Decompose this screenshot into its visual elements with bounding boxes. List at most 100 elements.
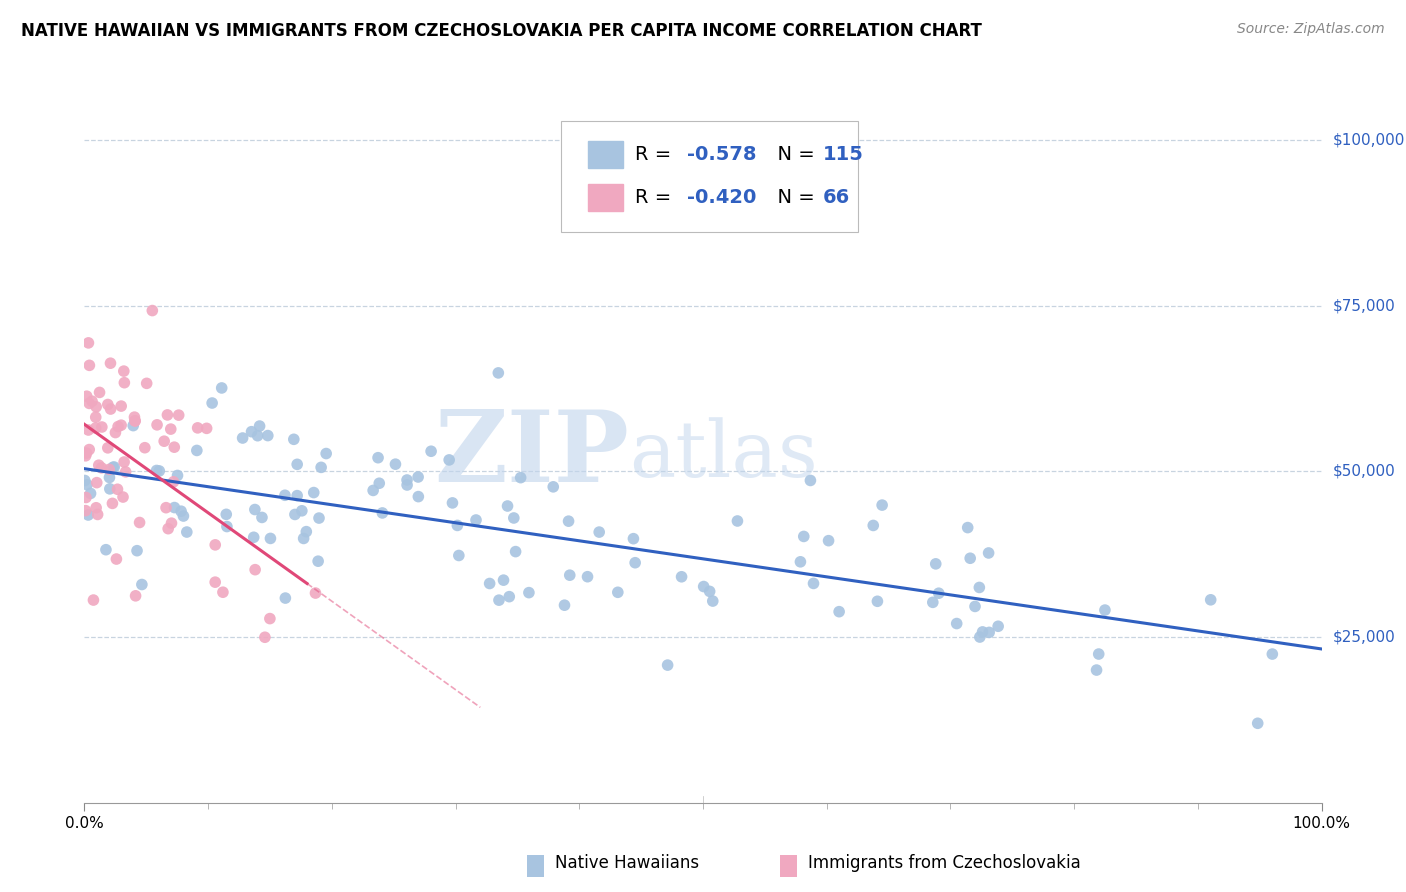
- Point: [90, 460, 112, 475]
- Point: [817, 533, 839, 548]
- Point: [100, 356, 122, 370]
- Point: [553, 598, 575, 612]
- Bar: [588, 185, 623, 211]
- Point: [75, 491, 97, 505]
- Point: [155, 500, 177, 515]
- Point: [75, 503, 97, 517]
- Point: [956, 520, 979, 534]
- Point: [124, 414, 146, 428]
- Point: [307, 554, 329, 568]
- Point: [969, 581, 991, 595]
- Point: [828, 605, 851, 619]
- Point: [79, 486, 101, 500]
- Point: [285, 458, 308, 472]
- Point: [488, 593, 510, 607]
- Point: [107, 483, 129, 497]
- Point: [395, 473, 418, 487]
- Point: [98, 462, 121, 476]
- Point: [89, 385, 111, 400]
- Point: [163, 440, 186, 454]
- Point: [492, 573, 515, 587]
- Point: [486, 366, 509, 380]
- Point: [304, 586, 326, 600]
- Point: [163, 500, 186, 515]
- Text: N =: N =: [765, 145, 821, 164]
- Point: [588, 525, 610, 540]
- Point: [170, 504, 193, 518]
- Point: [259, 532, 281, 546]
- Point: [274, 591, 297, 605]
- Point: [87, 458, 110, 473]
- Point: [159, 422, 181, 436]
- Point: [77, 335, 100, 350]
- Point: [928, 586, 950, 600]
- Point: [502, 511, 524, 525]
- Point: [86, 508, 108, 522]
- Point: [505, 544, 527, 558]
- Point: [204, 538, 226, 552]
- Point: [86, 475, 108, 490]
- Text: $75,000: $75,000: [1333, 298, 1396, 313]
- Point: [186, 443, 208, 458]
- Point: [977, 546, 1000, 560]
- Point: [1085, 663, 1108, 677]
- Point: [156, 408, 179, 422]
- Point: [124, 410, 146, 425]
- Point: [576, 570, 599, 584]
- Point: [105, 552, 128, 566]
- Point: [256, 428, 278, 442]
- Point: [517, 585, 540, 599]
- Point: [384, 457, 406, 471]
- Point: [361, 483, 384, 498]
- Point: [243, 502, 266, 516]
- Point: [160, 516, 183, 531]
- Point: [979, 625, 1001, 640]
- Point: [104, 425, 127, 440]
- Text: N =: N =: [765, 188, 821, 207]
- Point: [201, 396, 224, 410]
- Point: [146, 417, 169, 432]
- Point: [84, 410, 107, 425]
- Point: [249, 419, 271, 434]
- Text: R =: R =: [636, 145, 678, 164]
- Point: [959, 551, 981, 566]
- Point: [97, 397, 120, 411]
- FancyBboxPatch shape: [561, 121, 858, 232]
- Text: R =: R =: [636, 188, 678, 207]
- Point: [124, 414, 146, 428]
- Text: Source: ZipAtlas.com: Source: ZipAtlas.com: [1237, 22, 1385, 37]
- Point: [215, 508, 238, 522]
- Point: [76, 477, 98, 491]
- Point: [657, 658, 679, 673]
- Point: [75, 449, 97, 463]
- Point: [122, 418, 145, 433]
- Point: [101, 460, 124, 475]
- Point: [789, 555, 811, 569]
- Point: [162, 475, 184, 489]
- Point: [215, 519, 238, 533]
- Point: [84, 500, 107, 515]
- Point: [692, 580, 714, 594]
- Text: NATIVE HAWAIIAN VS IMMIGRANTS FROM CZECHOSLOVAKIA PER CAPITA INCOME CORRELATION : NATIVE HAWAIIAN VS IMMIGRANTS FROM CZECH…: [21, 22, 981, 40]
- Point: [308, 511, 330, 525]
- Point: [406, 470, 429, 484]
- Point: [114, 465, 136, 479]
- Text: -0.578: -0.578: [688, 145, 756, 164]
- Point: [166, 468, 188, 483]
- Point: [98, 482, 121, 496]
- Point: [557, 514, 579, 528]
- Point: [309, 460, 332, 475]
- Point: [541, 480, 564, 494]
- Point: [367, 450, 389, 465]
- Point: [1087, 647, 1109, 661]
- Point: [204, 575, 226, 590]
- Point: [870, 498, 893, 512]
- Point: [1247, 716, 1270, 731]
- Point: [90, 420, 112, 434]
- Point: [1261, 647, 1284, 661]
- Point: [97, 441, 120, 455]
- Point: [671, 570, 693, 584]
- Point: [112, 364, 135, 378]
- Point: [253, 630, 276, 644]
- Point: [84, 400, 107, 414]
